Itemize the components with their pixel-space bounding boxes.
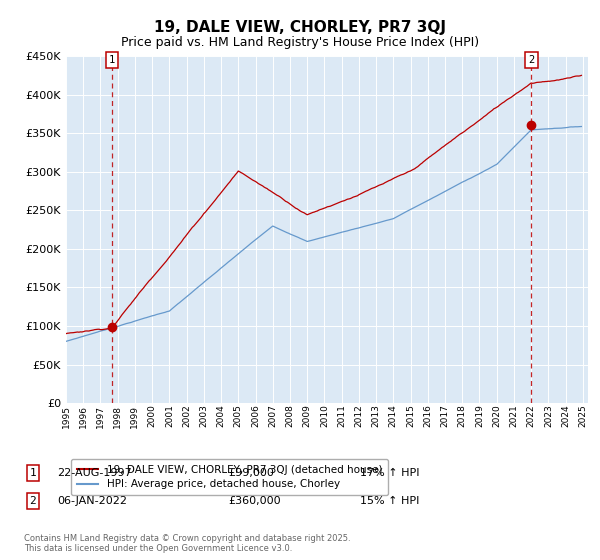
Text: 1: 1 [109,55,115,65]
Text: 22-AUG-1997: 22-AUG-1997 [57,468,132,478]
Text: 1: 1 [29,468,37,478]
Text: Price paid vs. HM Land Registry's House Price Index (HPI): Price paid vs. HM Land Registry's House … [121,36,479,49]
Text: 17% ↑ HPI: 17% ↑ HPI [360,468,419,478]
Legend: 19, DALE VIEW, CHORLEY, PR7 3QJ (detached house), HPI: Average price, detached h: 19, DALE VIEW, CHORLEY, PR7 3QJ (detache… [71,459,388,496]
Text: 2: 2 [529,55,535,65]
Text: 06-JAN-2022: 06-JAN-2022 [57,496,127,506]
Text: 15% ↑ HPI: 15% ↑ HPI [360,496,419,506]
Text: £99,000: £99,000 [228,468,274,478]
Text: 19, DALE VIEW, CHORLEY, PR7 3QJ: 19, DALE VIEW, CHORLEY, PR7 3QJ [154,20,446,35]
Text: 2: 2 [29,496,37,506]
Text: £360,000: £360,000 [228,496,281,506]
Text: Contains HM Land Registry data © Crown copyright and database right 2025.
This d: Contains HM Land Registry data © Crown c… [24,534,350,553]
